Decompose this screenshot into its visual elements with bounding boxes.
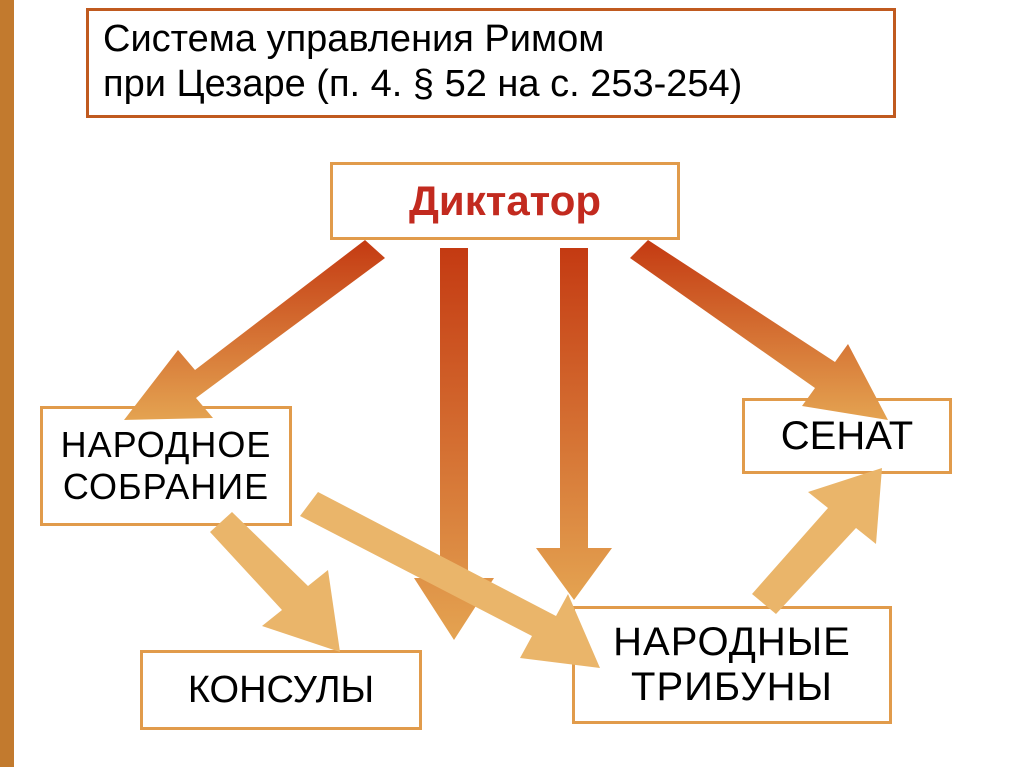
arrow-assembly-to-tribunes-diag	[300, 492, 600, 668]
node-dictator: Диктатор	[330, 162, 680, 240]
arrow-dictator-to-consuls-left-long	[414, 248, 494, 640]
node-assembly: НАРОДНОЕ СОБРАНИЕ	[40, 406, 292, 526]
node-consuls: КОНСУЛЫ	[140, 650, 422, 730]
arrow-assembly-to-consuls	[210, 512, 340, 652]
title-text: Система управления Римом при Цезаре (п. …	[103, 17, 879, 107]
arrow-senate-to-tribunes-up	[752, 468, 882, 614]
diagram-stage: Система управления Римом при Цезаре (п. …	[0, 0, 1024, 767]
title-box: Система управления Римом при Цезаре (п. …	[86, 8, 896, 118]
node-tribunes: НАРОДНЫЕ ТРИБУНЫ	[572, 606, 892, 724]
arrow-dictator-to-tribunes-vertical	[536, 248, 612, 600]
arrow-dictator-to-senate	[630, 240, 888, 420]
arrow-dictator-to-assembly	[124, 240, 385, 420]
node-senate: СЕНАТ	[742, 398, 952, 474]
left-accent-bar	[0, 0, 14, 767]
